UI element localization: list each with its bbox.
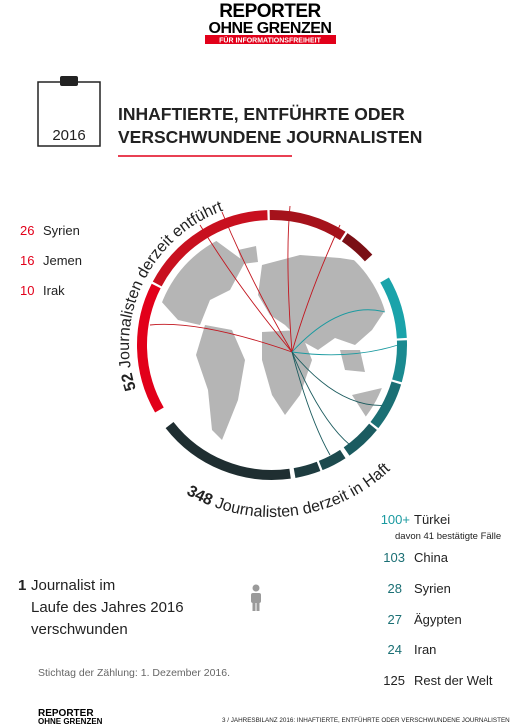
detained-count: 348: [184, 483, 215, 510]
arc-segment: [152, 210, 268, 287]
footnote: Stichtag der Zählung: 1. Dezember 2016.: [38, 667, 230, 679]
country-name: Jemen: [43, 253, 82, 268]
country-name: Irak: [43, 283, 65, 298]
missing-text: Laufe des Jahres 2016: [31, 599, 184, 616]
country-name: Iran: [414, 642, 436, 657]
detained-path: 348 Journalisten derzeit in Haft: [184, 460, 394, 521]
missing-text: verschwunden: [31, 621, 128, 638]
person-icon: [251, 584, 261, 611]
country-count: 26: [20, 223, 34, 238]
country-count: 10: [20, 283, 34, 298]
arc-ring: [137, 210, 407, 480]
country-name: Ägypten: [414, 612, 462, 627]
arc-segment: [137, 283, 164, 413]
footer-logo: OHNE GRENZEN: [38, 717, 103, 726]
footer-page: 3 / JAHRESBILANZ 2016: INHAFTIERTE, ENTF…: [222, 716, 510, 724]
logo-text: REPORTER: [219, 1, 321, 22]
title: VERSCHWUNDENE JOURNALISTEN: [118, 127, 422, 147]
arc-segment: [293, 461, 321, 478]
arc-segment: [318, 449, 346, 471]
arc-segment: [380, 277, 407, 339]
country-count: 24: [388, 642, 402, 657]
country-count: 100+: [381, 512, 410, 527]
country-count: 28: [388, 581, 402, 596]
clipboard-clip: [60, 76, 78, 86]
logo-text: OHNE GRENZEN: [209, 20, 332, 37]
kidnapped-count: 52: [119, 371, 140, 393]
country-name: Syrien: [414, 581, 451, 596]
country-count: 125: [383, 673, 405, 688]
country-count: 103: [383, 550, 405, 565]
missing-count: 1: [18, 577, 26, 594]
country-name: Rest der Welt: [414, 673, 493, 688]
country-name: Türkei: [414, 512, 450, 527]
detained-list: 100+ Türkei davon 41 bestätigte Fälle 10…: [381, 512, 501, 688]
country-count: 16: [20, 253, 34, 268]
logo-bar: [205, 35, 336, 44]
year: 2016: [52, 127, 85, 144]
title: INHAFTIERTE, ENTFÜHRTE ODER: [118, 104, 405, 124]
logo-tagline: FÜR INFORMATIONSFREIHEIT: [219, 36, 321, 45]
arc-segment: [269, 210, 346, 241]
country-note: davon 41 bestätigte Fälle: [395, 531, 501, 542]
country-name: China: [414, 550, 449, 565]
arc-segment: [370, 381, 402, 429]
arc-segment: [165, 421, 291, 480]
missing-block: 1 Journalist im Laufe des Jahres 2016 ve…: [18, 577, 184, 638]
arc-segment: [343, 423, 377, 456]
detained-heading: 348 Journalisten derzeit in Haft: [184, 460, 394, 521]
country-name: Syrien: [43, 223, 80, 238]
arc-segment: [392, 340, 407, 383]
world-map: [154, 240, 390, 440]
kidnapped-list: 26 Syrien 16 Jemen 10 Irak: [20, 223, 82, 298]
missing-text: Journalist im: [31, 577, 115, 594]
footer-logo: REPORTER: [38, 708, 94, 719]
arc-segment: [341, 233, 373, 262]
country-count: 27: [388, 612, 402, 627]
